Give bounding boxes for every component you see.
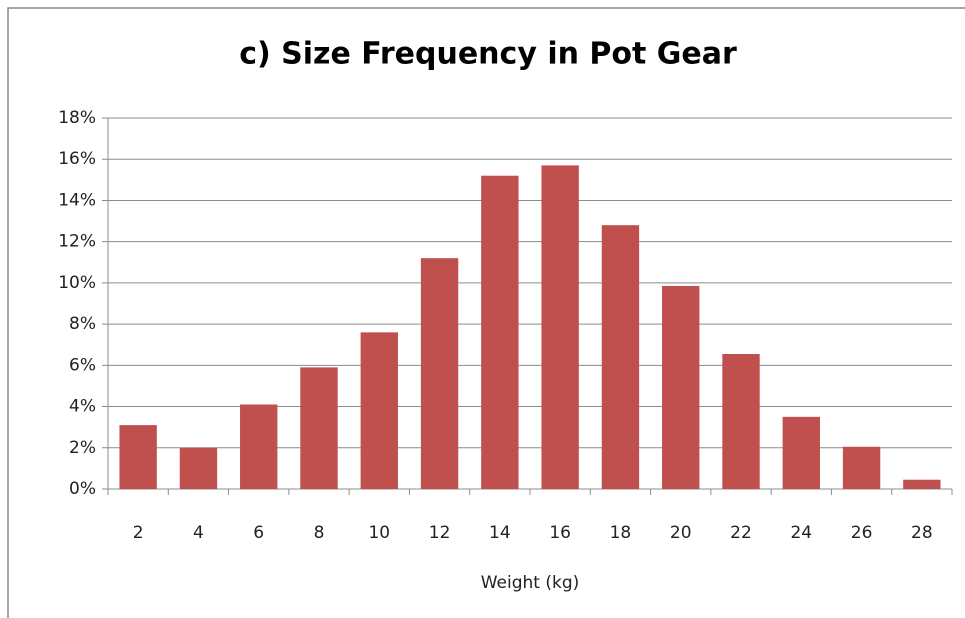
x-tick-label: 12 <box>429 523 451 543</box>
y-tick-label: 2% <box>69 438 96 458</box>
y-tick-label: 12% <box>58 232 96 252</box>
x-tick-label: 26 <box>851 523 873 543</box>
y-tick-label: 14% <box>58 190 96 210</box>
x-tick-label: 4 <box>193 523 204 543</box>
bar <box>420 258 459 489</box>
bar <box>119 425 157 489</box>
bar <box>360 332 398 489</box>
x-tick-label: 16 <box>549 523 571 543</box>
y-tick-label: 4% <box>69 397 96 417</box>
bar <box>300 367 338 489</box>
x-tick-label: 2 <box>133 523 144 543</box>
chart-title: c) Size Frequency in Pot Gear <box>239 37 737 72</box>
y-tick-label: 10% <box>58 273 96 293</box>
x-tick-label: 24 <box>790 523 812 543</box>
x-tick-label: 10 <box>368 523 390 543</box>
x-tick-label: 6 <box>253 523 264 543</box>
bar <box>179 447 218 489</box>
x-axis-label: Weight (kg) <box>481 573 580 593</box>
y-tick-label: 0% <box>69 479 96 499</box>
bar <box>541 165 579 489</box>
bar <box>662 285 700 489</box>
y-tick-label: 16% <box>58 149 96 169</box>
bar <box>903 479 941 489</box>
bar <box>722 353 760 489</box>
x-tick-label: 8 <box>314 523 325 543</box>
bar <box>782 416 820 489</box>
y-tick-label: 6% <box>69 355 96 375</box>
x-tick-label: 28 <box>911 523 933 543</box>
x-tick-label: 18 <box>610 523 632 543</box>
x-tick-label: 22 <box>730 523 752 543</box>
x-tick-label: 20 <box>670 523 692 543</box>
y-tick-label: 8% <box>69 314 96 334</box>
bar <box>240 404 278 489</box>
bar <box>601 225 640 489</box>
bar <box>842 446 881 489</box>
x-tick-label: 14 <box>489 523 511 543</box>
bar <box>481 175 519 489</box>
y-tick-label: 18% <box>58 108 96 128</box>
